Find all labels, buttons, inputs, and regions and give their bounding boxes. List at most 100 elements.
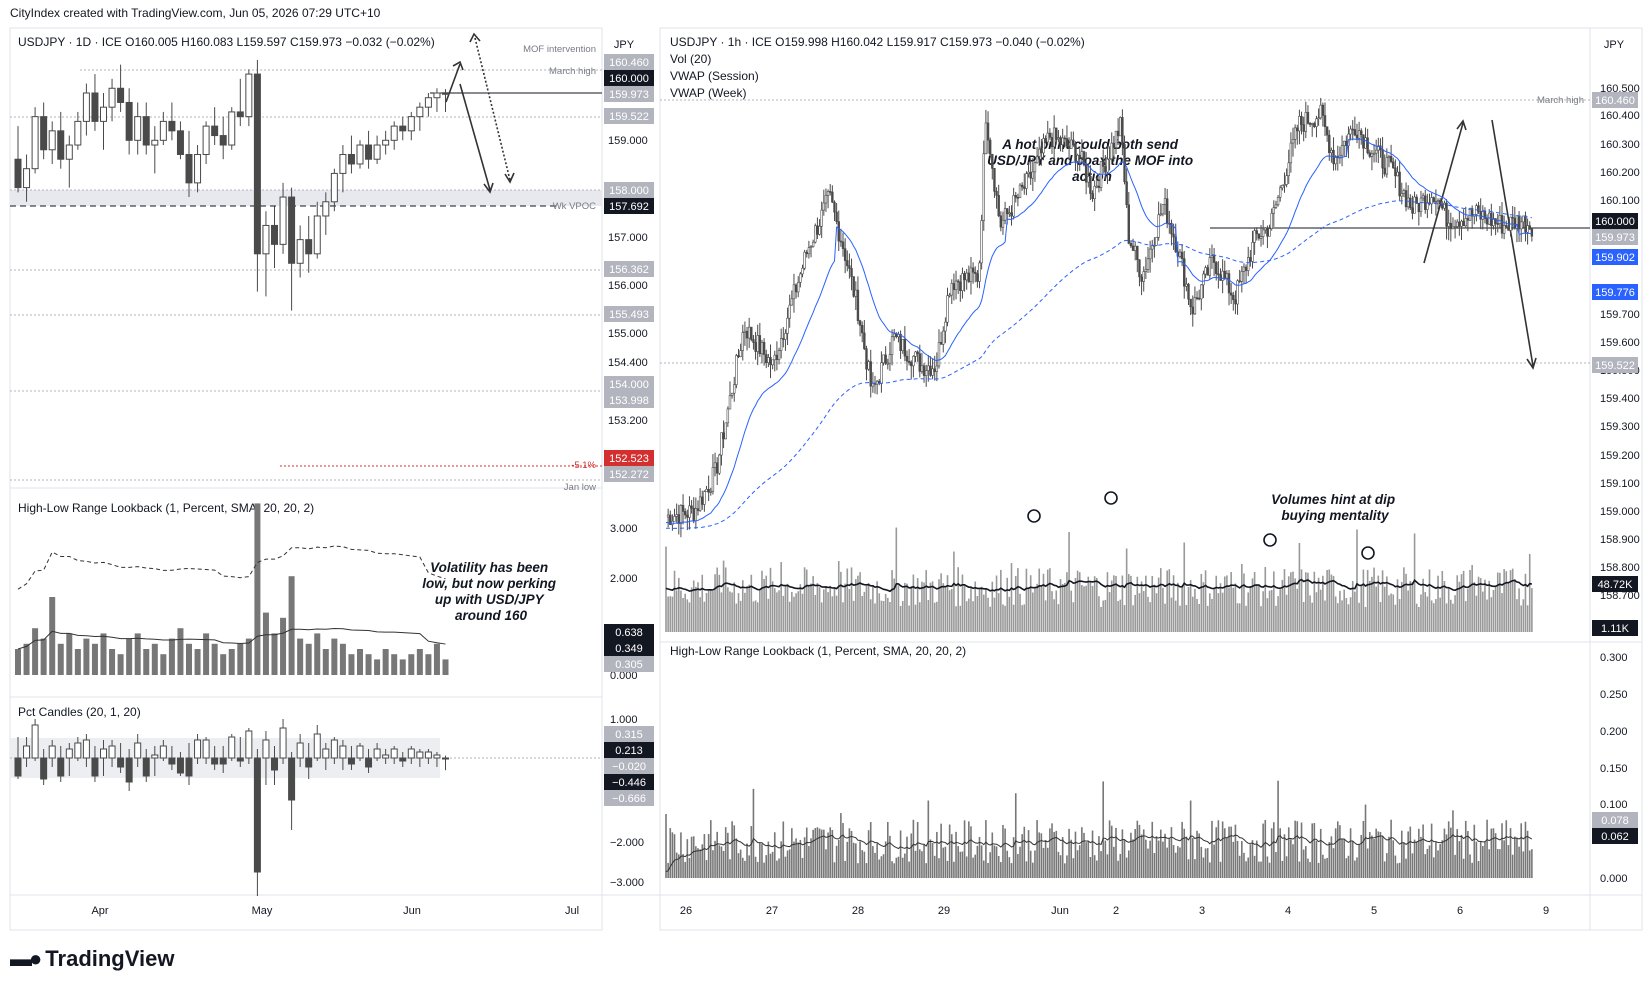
volume-bar bbox=[1403, 567, 1405, 632]
hourly-candle bbox=[1507, 226, 1510, 231]
hourly-candle bbox=[713, 462, 717, 468]
hourly-range-bar bbox=[801, 857, 804, 878]
hourly-candle bbox=[1426, 202, 1429, 210]
left-price-label: 156.362 bbox=[609, 264, 649, 276]
hourly-candle bbox=[718, 454, 721, 474]
hourly-range-bar bbox=[1411, 853, 1414, 878]
volume-bar bbox=[1059, 579, 1062, 632]
volume-label: 48.72K bbox=[1598, 579, 1634, 591]
volume-bar bbox=[852, 600, 855, 632]
hourly-candle bbox=[1421, 195, 1425, 199]
hourly-range-bar bbox=[1330, 836, 1333, 878]
hourly-range-bar bbox=[1189, 800, 1192, 878]
hourly-candle bbox=[1178, 251, 1182, 257]
hourly-candle bbox=[1074, 144, 1077, 162]
hourly-range-bar bbox=[665, 814, 667, 878]
hourly-range-bar bbox=[1315, 840, 1318, 878]
hourly-candle bbox=[1087, 175, 1090, 183]
pct-candle bbox=[117, 757, 125, 768]
volume-bar bbox=[1300, 569, 1303, 632]
brand-name: TradingView bbox=[45, 946, 175, 971]
volume-bar bbox=[835, 595, 838, 632]
hourly-range-bar bbox=[899, 830, 902, 878]
volume-bar bbox=[1511, 568, 1514, 632]
hourly-candle bbox=[1191, 306, 1194, 315]
left-range-tick: 3.000 bbox=[610, 523, 638, 535]
hourly-range-bar bbox=[982, 860, 985, 878]
hourly-range-bar bbox=[1358, 844, 1360, 878]
hourly-range-bar bbox=[901, 857, 904, 878]
hourly-range-bar bbox=[1196, 830, 1198, 878]
hourly-candle bbox=[1057, 137, 1060, 139]
volume-bar bbox=[976, 595, 979, 632]
volume-bar bbox=[906, 583, 908, 632]
chart-canvas[interactable]: USDJPY · 1D · ICE O160.005 H160.083 L159… bbox=[0, 0, 1652, 940]
hourly-range-bar bbox=[1113, 846, 1115, 878]
hourly-range-bar bbox=[684, 861, 686, 878]
pct-candle bbox=[305, 757, 313, 768]
volume-bar bbox=[1249, 585, 1252, 632]
volume-bar bbox=[1198, 603, 1200, 632]
daily-candle bbox=[296, 239, 304, 264]
hourly-range-bar bbox=[1322, 854, 1324, 878]
hourly-candle bbox=[1289, 142, 1293, 164]
hourly-range-bar bbox=[1245, 861, 1247, 878]
hourly-range-bar bbox=[784, 856, 787, 878]
left-price-tick: 153.200 bbox=[608, 415, 648, 427]
hourly-range-bar bbox=[1019, 846, 1021, 878]
hourly-range-bar bbox=[1234, 824, 1237, 878]
hourly-candle bbox=[1063, 137, 1067, 140]
hourly-candle bbox=[1411, 207, 1414, 214]
hourly-candle bbox=[1238, 280, 1241, 283]
hourly-range-bar bbox=[1501, 823, 1503, 878]
hourly-candle bbox=[833, 201, 836, 213]
hourly-candle bbox=[999, 215, 1003, 228]
hourly-candle bbox=[788, 304, 791, 319]
volume-bar bbox=[712, 591, 714, 632]
right-symbol-line: USDJPY · 1h · ICE O159.998 H160.042 L159… bbox=[670, 35, 1085, 49]
hourly-range-bar bbox=[1460, 834, 1463, 878]
right-currency[interactable]: JPY bbox=[1604, 39, 1625, 51]
hourly-range-bar bbox=[1147, 848, 1149, 878]
daily-candle bbox=[159, 120, 167, 141]
indicator-vwap-session: VWAP (Session) bbox=[670, 69, 759, 83]
hourly-candle bbox=[1526, 225, 1529, 233]
hourly-candle bbox=[1155, 237, 1158, 246]
volume-bar bbox=[895, 527, 898, 632]
hourly-candle bbox=[1287, 162, 1290, 176]
hourly-candle bbox=[669, 514, 672, 525]
volume-bar bbox=[1356, 529, 1358, 632]
hourly-candle bbox=[1381, 149, 1384, 169]
hourly-range-bar bbox=[780, 841, 782, 878]
daily-candle bbox=[228, 111, 236, 146]
hourly-candle bbox=[1387, 155, 1391, 158]
volume-bar bbox=[1038, 568, 1041, 632]
hourly-range-bar bbox=[970, 826, 972, 878]
hourly-range-bar bbox=[1025, 861, 1028, 878]
daily-candle bbox=[399, 125, 407, 132]
hourly-candle bbox=[884, 354, 887, 364]
range-upper-band bbox=[17, 545, 446, 590]
volume-bar bbox=[746, 586, 748, 632]
volume-bar bbox=[1492, 590, 1495, 632]
volume-bar bbox=[1066, 572, 1068, 632]
volume-bar bbox=[1328, 569, 1331, 632]
right-price-tick: 159.100 bbox=[1600, 478, 1640, 490]
left-price-tick: 157.000 bbox=[608, 232, 648, 244]
hourly-range-bar bbox=[1379, 832, 1382, 878]
hourly-range-bar bbox=[1110, 825, 1113, 878]
volume-bar bbox=[709, 589, 712, 632]
volume-bar bbox=[1232, 587, 1235, 632]
left-range-tick: 2.000 bbox=[610, 573, 638, 585]
hourly-range-bar bbox=[752, 788, 755, 878]
hourly-range-bar bbox=[1243, 852, 1245, 878]
volume-bar bbox=[1168, 569, 1171, 632]
hourly-candle bbox=[1244, 266, 1248, 271]
volume-bar bbox=[707, 589, 710, 632]
volume-bar bbox=[827, 592, 829, 632]
hourly-range-bar bbox=[1283, 834, 1286, 878]
hourly-range-bar bbox=[1249, 844, 1252, 878]
left-currency[interactable]: JPY bbox=[614, 39, 635, 51]
daily-candle bbox=[305, 239, 313, 255]
hourly-range-bar bbox=[1368, 832, 1371, 878]
